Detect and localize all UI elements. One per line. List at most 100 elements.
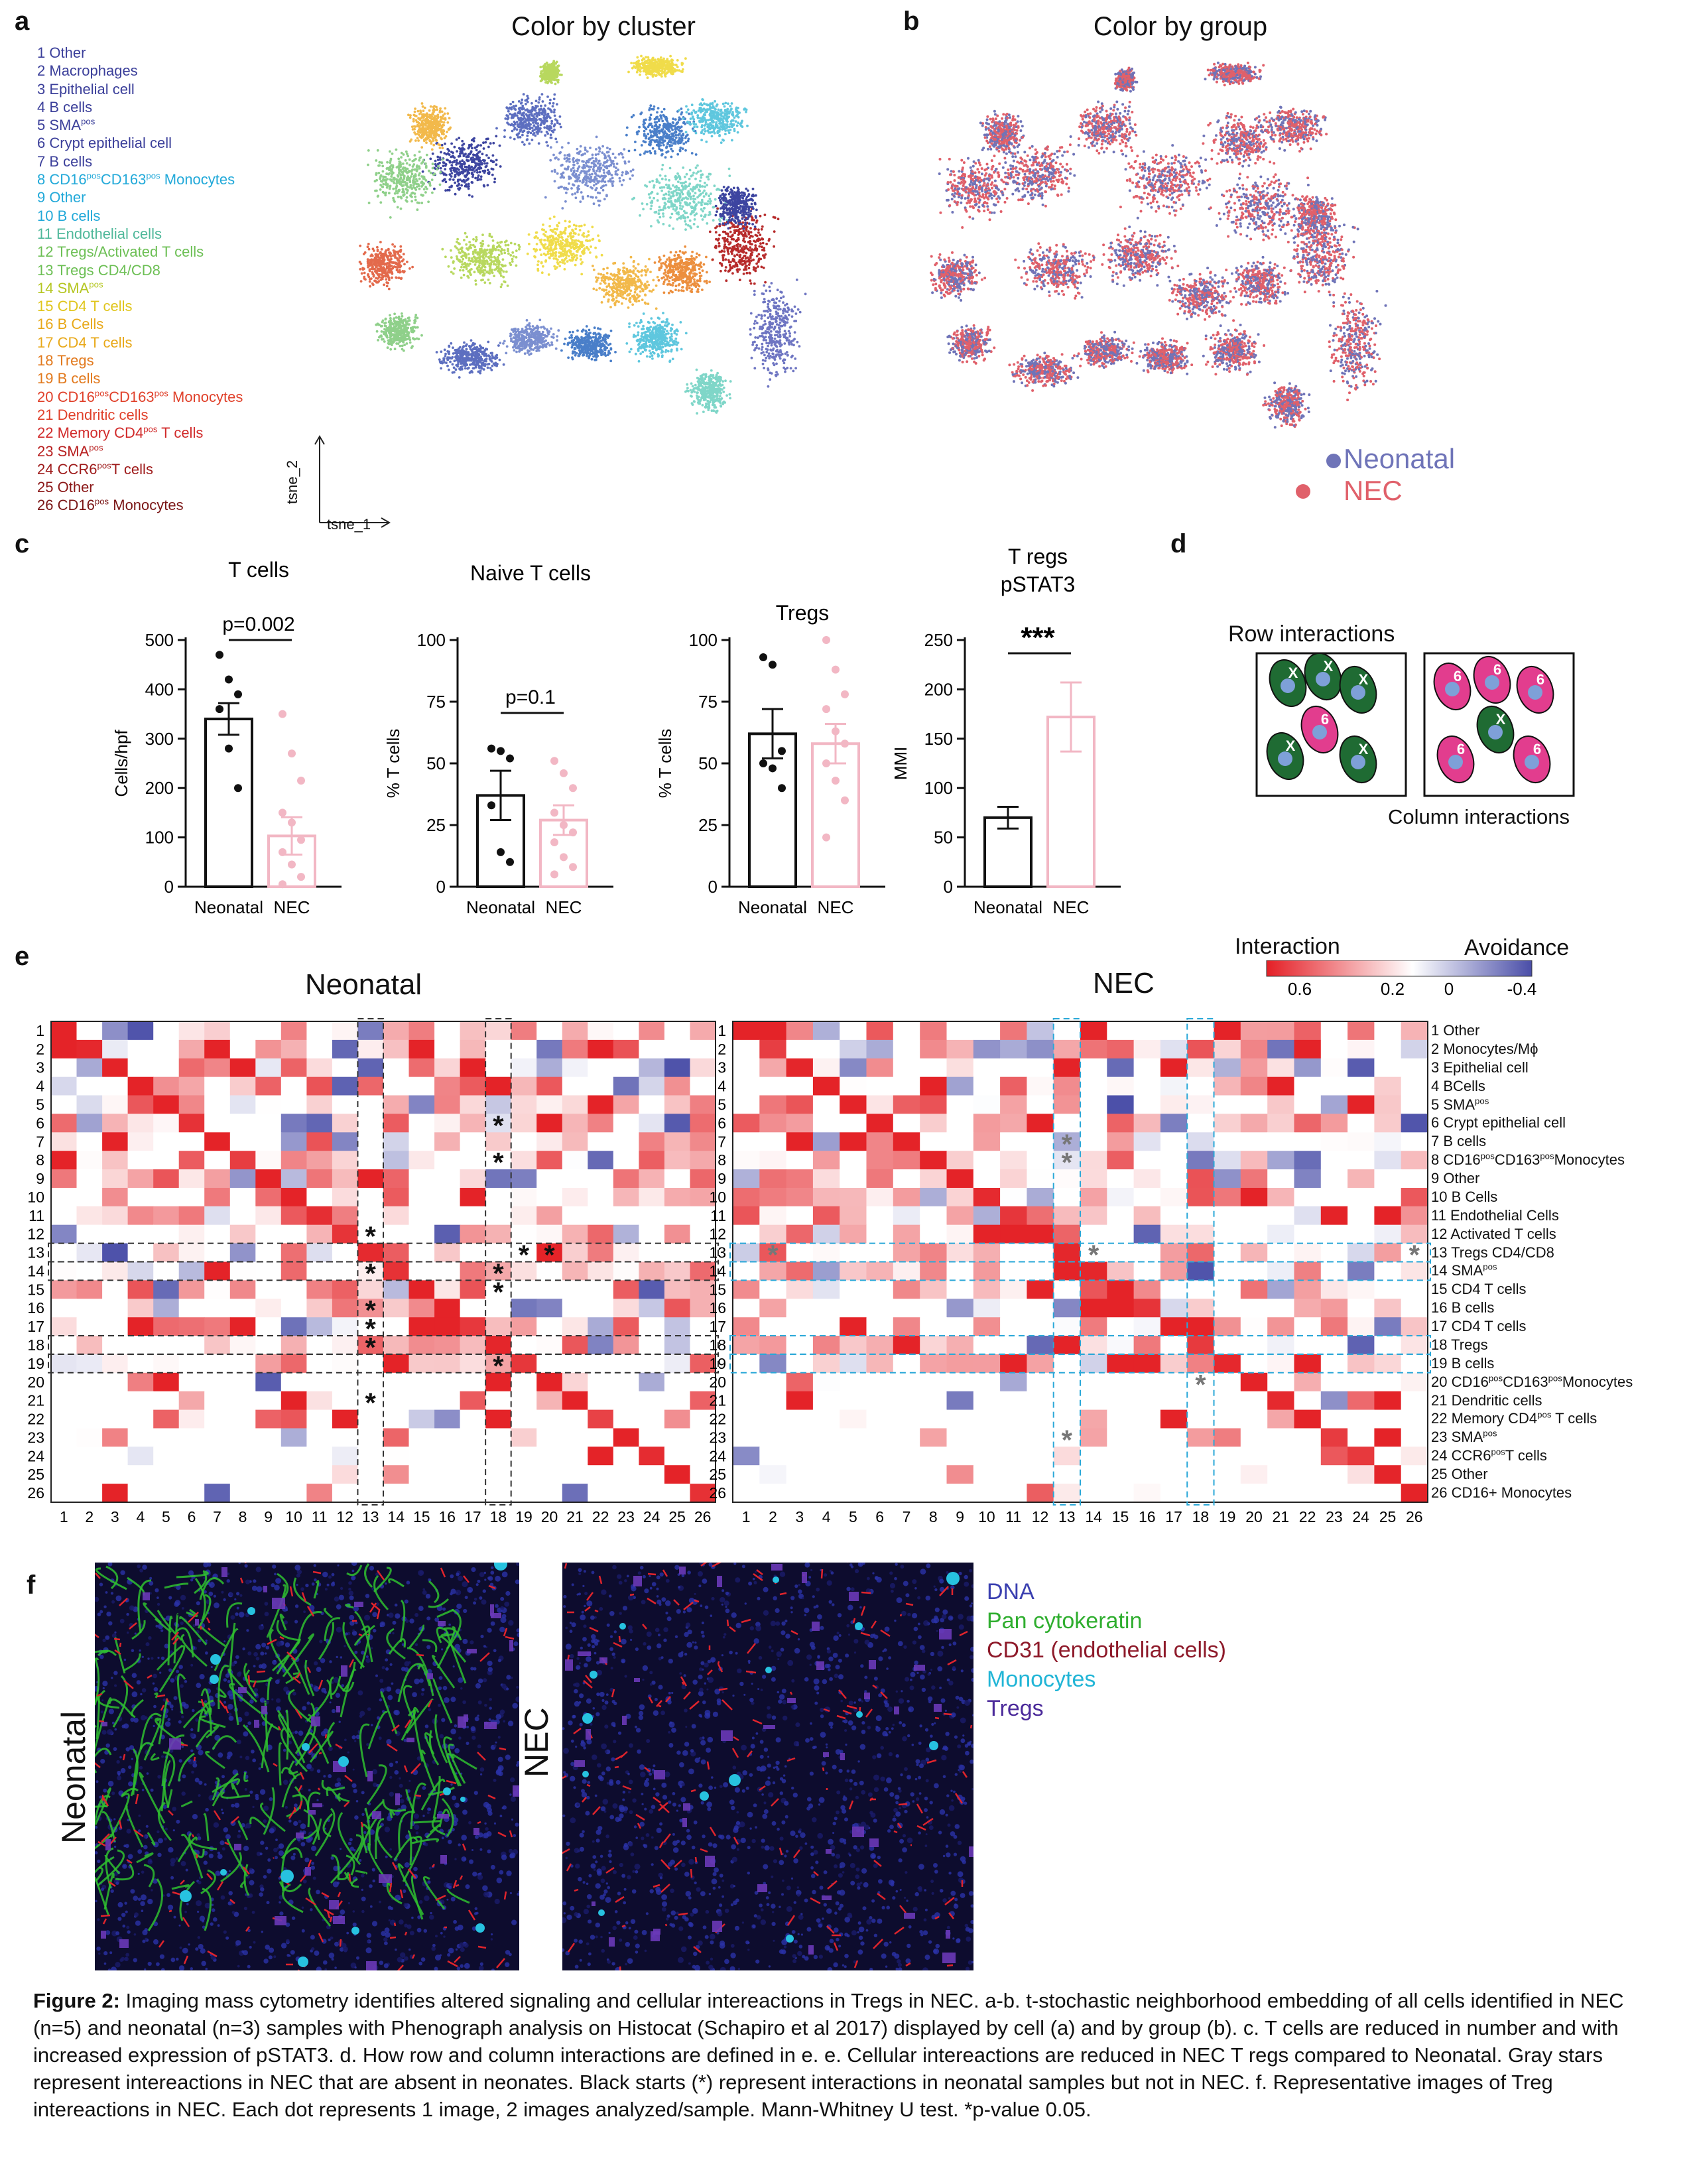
heatmap-cell [255,1058,282,1078]
heatmap-cell [1027,1188,1054,1207]
heatmap-cell [920,1243,948,1263]
heatmap-cell [893,1280,920,1299]
neonatal-row-number: 8 [36,1151,44,1169]
heatmap-cell [153,1188,180,1207]
heatmap-cell [1214,1336,1241,1355]
heatmap-cell [229,1354,256,1374]
cluster-label-part: CD163 [101,171,146,188]
heatmap-cell [434,1261,461,1281]
heatmap-cell [1080,1058,1107,1078]
heatmap-cell [357,1372,384,1392]
heatmap-cell [51,1280,78,1299]
nec-row-label: 3 Epithelial cell [1431,1059,1633,1077]
heatmap-cell [812,1243,840,1263]
heatmap-cell [946,1484,974,1503]
heatmap-cell [562,1021,588,1041]
marker-legend-item: Tregs [987,1694,1226,1723]
heatmap-cell [1053,1446,1081,1466]
heatmap-cell [76,1465,103,1484]
heatmap-cell [1000,1188,1028,1207]
heatmap-cell [946,1114,974,1133]
heatmap-cell [1133,1206,1161,1226]
cluster-num: 12 [37,243,53,260]
heatmap-cell [511,1188,537,1207]
heatmap-cell [1080,1336,1107,1355]
heatmap-cell [1214,1465,1241,1484]
data-point [841,739,849,748]
heatmap-cell [332,1224,359,1244]
heatmap-cell [1320,1243,1348,1263]
heatmap-cell [153,1169,180,1188]
neonatal-row-number: 21 [27,1392,44,1409]
heatmap-cell [511,1151,537,1170]
heatmap-cell [1053,1039,1081,1059]
cluster-label-part: Monocytes [160,171,235,188]
heatmap-cell [786,1021,814,1041]
category-label: NEC [818,897,854,917]
y-tick-label: 100 [145,828,174,848]
nec-row-number: 4 [718,1078,726,1095]
heatmap-cell [204,1188,231,1207]
heatmap-cell [786,1465,814,1484]
heatmap-cell [536,1280,563,1299]
row-label-text: 12 Activated T cells [1431,1226,1556,1242]
heatmap-cell [812,1188,840,1207]
heatmap-cell [1160,1261,1188,1281]
nec-row-number: 7 [718,1133,726,1150]
heatmap-cell [920,1484,948,1503]
heatmap-cell [1401,1114,1428,1133]
nec-row-labels: 1 Other 2 Monocytes/Mϕ 3 Epithelial cell 4 … [1431,1021,1633,1502]
heatmap-cell [485,1428,512,1447]
heatmap-cell [1160,1391,1188,1411]
cluster-num: 14 [37,280,53,296]
heatmap-cell [759,1169,787,1188]
heatmap-cell [1053,1317,1081,1336]
heatmap-cell [536,1317,563,1336]
heatmap-cell [588,1484,614,1503]
heatmap-cell [664,1076,691,1096]
heatmap-cell [786,1243,814,1263]
heatmap-cell [840,1039,867,1059]
heatmap-cell [1187,1206,1215,1226]
heatmap-cell [1053,1391,1081,1411]
heatmap-cell [434,1428,461,1447]
heatmap-cell [1080,1132,1107,1151]
heatmap-cell [1347,1391,1375,1411]
heatmap-cell [588,1354,614,1374]
heatmap-cell [840,1465,867,1484]
heatmap-cell [153,1132,180,1151]
heatmap-cell [1401,1188,1428,1207]
heatmap-cell [1080,1484,1107,1503]
heatmap-cell [733,1224,760,1244]
heatmap-cell [153,1095,180,1114]
heatmap-cell [1160,1058,1188,1078]
cluster-num: 11 [37,225,52,242]
neonatal-row-number: 25 [27,1466,44,1483]
heatmap-cell [536,1039,563,1059]
data-point [778,784,786,793]
tsne-axes [314,435,391,528]
heatmap-cell [866,1299,894,1318]
heatmap-cell [1401,1169,1428,1188]
heatmap-cell [1374,1021,1402,1041]
row-label-text: 10 B Cells [1431,1188,1497,1205]
cluster-legend-item: 9 Other [37,188,243,206]
heatmap-cell [1133,1261,1161,1281]
heatmap-cell [1187,1076,1215,1096]
heatmap-cell [460,1336,486,1355]
heatmap-cell [973,1151,1001,1170]
highlight-row [729,1261,1431,1281]
heatmap-cell [357,1188,384,1207]
heatmap-cell [920,1354,948,1374]
heatmap-cell [973,1169,1001,1188]
heatmap-cell [357,1095,384,1114]
heatmap-cell [51,1336,78,1355]
heatmap-cell [786,1095,814,1114]
heatmap-cell [786,1336,814,1355]
y-tick-label: 200 [924,679,953,699]
heatmap-cell [1320,1188,1348,1207]
nec-col-number: 24 [1352,1508,1369,1525]
colorbar-tick: 0 [1444,979,1454,999]
heatmap-cell [893,1076,920,1096]
heatmap-cell [920,1465,948,1484]
